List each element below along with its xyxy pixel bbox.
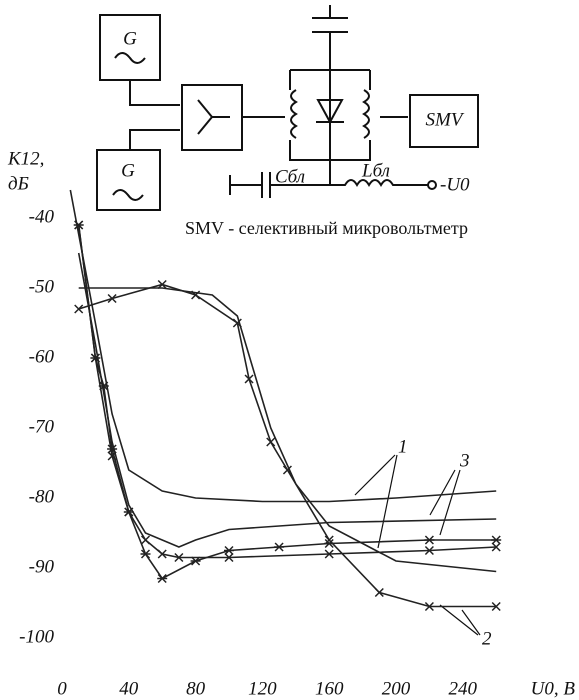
y-tick-label: -60 bbox=[29, 346, 55, 367]
point-marker bbox=[424, 545, 434, 556]
point-marker bbox=[74, 220, 84, 230]
sine-icon bbox=[112, 189, 144, 201]
point-marker bbox=[157, 549, 167, 559]
inductor-label: Lбл bbox=[361, 160, 390, 181]
point-marker bbox=[157, 573, 168, 584]
curve bbox=[78, 283, 497, 608]
y-tick-label: -80 bbox=[29, 486, 55, 507]
generator-box bbox=[96, 149, 161, 211]
x-tick-label: 200 bbox=[382, 678, 411, 699]
y-tick-label: -40 bbox=[29, 206, 55, 227]
wires bbox=[289, 40, 371, 185]
point-marker bbox=[107, 293, 117, 304]
circuit-diagram: G G SMV Cбл Lбл -U0 SMV - селективный ми… bbox=[96, 5, 479, 238]
point-marker bbox=[124, 507, 134, 517]
y-tick-label: -70 bbox=[29, 416, 55, 437]
y-tick-label: -90 bbox=[29, 556, 55, 577]
terminal bbox=[427, 180, 437, 190]
capacitor-label: Cбл bbox=[275, 166, 305, 187]
point-marker bbox=[190, 556, 201, 566]
point-marker bbox=[74, 304, 84, 314]
point-marker bbox=[191, 290, 201, 300]
curve-label: 2 bbox=[482, 628, 492, 649]
x-tick-label: 80 bbox=[186, 678, 206, 699]
point-marker bbox=[107, 444, 118, 454]
point-marker bbox=[224, 545, 234, 556]
y-tick-label: -50 bbox=[29, 276, 55, 297]
point-marker bbox=[374, 587, 384, 598]
point-marker bbox=[424, 535, 435, 545]
point-marker bbox=[174, 552, 184, 563]
bias-line bbox=[229, 172, 428, 198]
sine-icon bbox=[114, 52, 146, 64]
y-tick-label: -100 bbox=[19, 626, 54, 647]
x-tick-label: 120 bbox=[248, 678, 277, 699]
point-marker bbox=[224, 552, 234, 563]
point-marker bbox=[266, 437, 276, 447]
pointer-lines bbox=[354, 454, 481, 636]
point-marker bbox=[282, 465, 292, 475]
point-marker bbox=[107, 451, 117, 461]
point-marker bbox=[140, 535, 151, 545]
x-tick-label: 40 bbox=[119, 678, 139, 699]
x-tick-label: 160 bbox=[315, 678, 344, 699]
transformers bbox=[290, 89, 370, 139]
capacitor-top bbox=[312, 5, 348, 40]
point-marker bbox=[324, 549, 334, 559]
point-marker bbox=[424, 601, 434, 612]
point-marker bbox=[491, 542, 501, 552]
point-marker bbox=[244, 374, 254, 384]
x-tick-label: 0 bbox=[57, 678, 67, 699]
point-marker bbox=[324, 535, 334, 545]
wires bbox=[129, 80, 285, 150]
x-axis-label: U0, B bbox=[531, 678, 576, 699]
y-axis-label: дБ bbox=[8, 173, 29, 194]
meter-box bbox=[409, 94, 479, 148]
point-marker bbox=[140, 549, 151, 559]
mixer-icon bbox=[197, 99, 230, 135]
generator-label: G bbox=[121, 160, 135, 181]
generator-label: G bbox=[123, 28, 137, 49]
curve bbox=[78, 287, 497, 573]
meter-label: SMV bbox=[426, 109, 465, 130]
y-axis-label: K12, bbox=[7, 148, 44, 169]
point-marker bbox=[90, 353, 100, 363]
curve bbox=[77, 252, 497, 548]
note: SMV - селективный микровольтметр bbox=[185, 218, 468, 238]
diode bbox=[316, 99, 344, 125]
point-marker bbox=[491, 535, 502, 545]
curve-label: 1 bbox=[398, 436, 408, 457]
point-marker bbox=[491, 601, 501, 612]
point-marker bbox=[232, 318, 242, 328]
curve-label: 3 bbox=[459, 450, 470, 471]
curve bbox=[69, 189, 497, 503]
point-marker bbox=[274, 542, 285, 552]
bias-label: -U0 bbox=[440, 174, 470, 195]
x-tick-label: 240 bbox=[449, 678, 478, 699]
point-marker bbox=[157, 279, 167, 290]
